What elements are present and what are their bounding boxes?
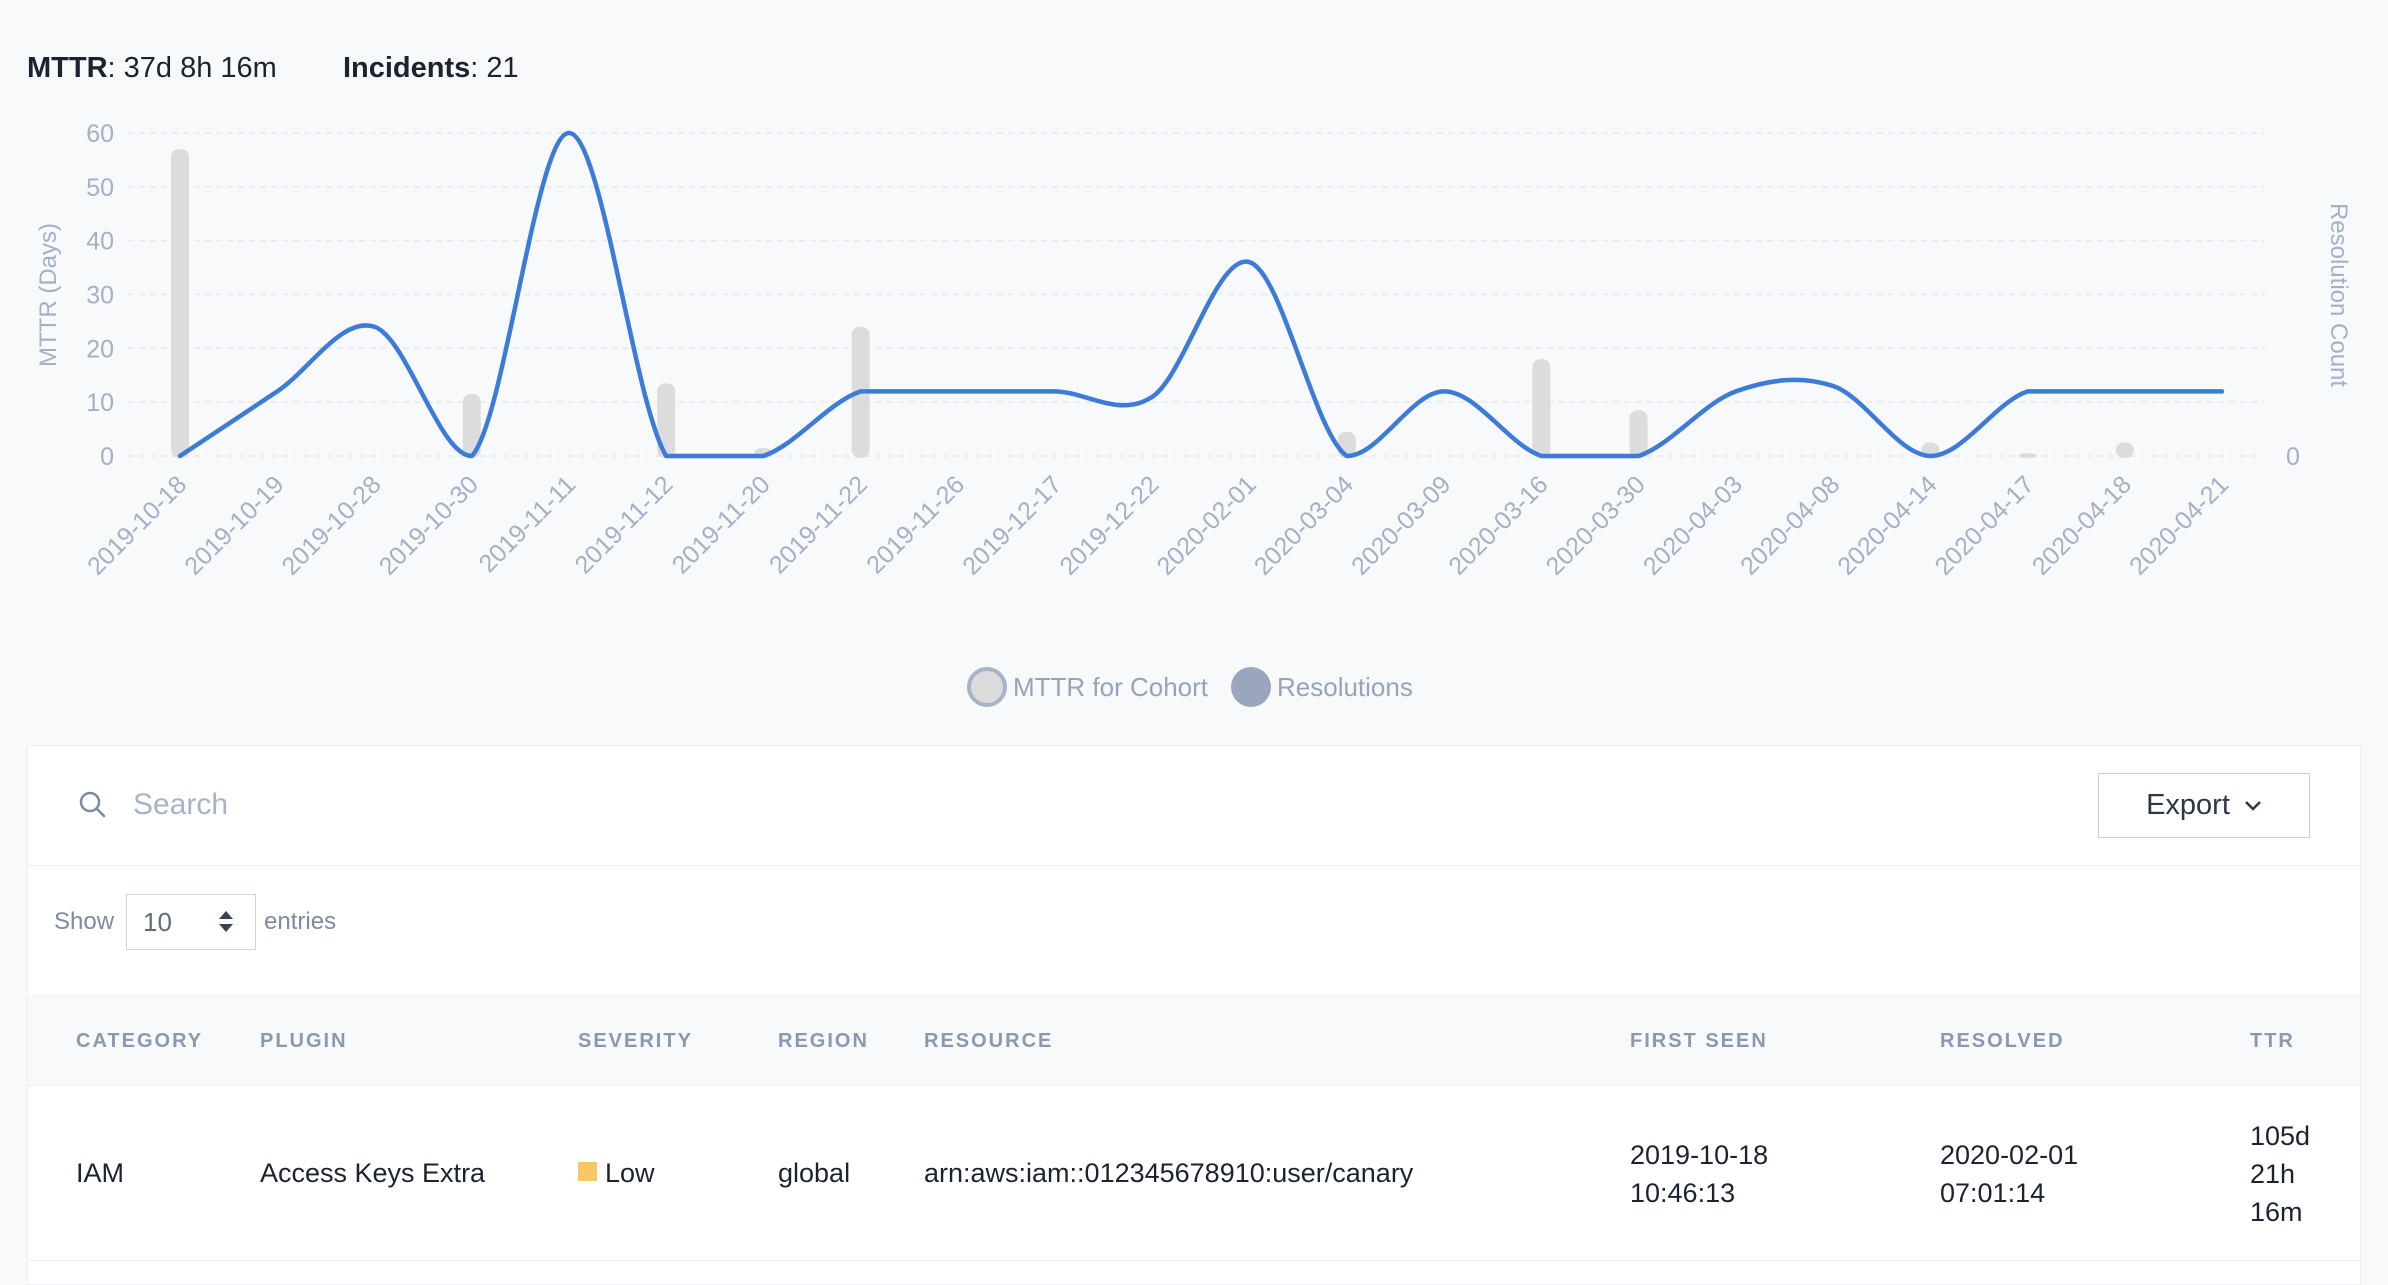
cell-first-seen: 2019-10-18 10:46:13 [1630,1136,1768,1212]
cell-resolved: 2020-02-01 07:01:14 [1940,1136,2078,1212]
summary-metrics: MTTR: 37d 8h 16m Incidents: 21 [27,52,519,85]
y-tick-label: 60 [86,120,114,148]
x-tick-label: 2020-04-17 [1930,470,2040,580]
column-header-first-seen[interactable]: FIRST SEEN [1630,1030,1768,1052]
show-label: Show [54,908,115,935]
x-tick-label: 2020-03-04 [1249,470,1359,580]
first-seen-time: 10:46:13 [1630,1178,1736,1208]
x-tick-label: 2019-12-22 [1054,470,1164,580]
first-seen-date: 2019-10-18 [1630,1140,1769,1170]
severity-label: Low [605,1158,655,1188]
x-tick-label: 2019-10-30 [374,470,484,580]
incidents-value: : 21 [470,52,519,84]
column-header-plugin[interactable]: PLUGIN [260,1030,348,1052]
column-header-resolved[interactable]: RESOLVED [1940,1030,2065,1052]
y-tick-label: 20 [86,335,114,363]
x-tick-label: 2020-04-14 [1832,470,1942,580]
x-tick-label: 2019-11-11 [474,470,582,578]
cell-plugin: Access Keys Extra [260,1158,486,1188]
y-tick-label: 30 [86,282,114,310]
y-tick-label: 50 [86,174,114,202]
search-input[interactable] [131,780,1031,830]
resolution-bar [657,383,676,458]
x-tick-label: 2019-11-22 [764,470,873,579]
y-axis-title: MTTR (Days) [35,223,62,367]
mttr-label: MTTR [27,52,108,84]
table-row[interactable]: IAM Access Keys Extra Low global arn:aws… [28,1086,2360,1261]
cell-severity: Low [578,1154,655,1192]
resolution-bar [2018,453,2037,458]
ttr-minutes: 16m [2250,1197,2303,1227]
ttr-hours: 21h [2250,1159,2296,1189]
y2-tick-label: 0 [2286,443,2300,471]
y-tick-label: 10 [86,389,114,417]
x-tick-label: 2019-10-18 [82,470,192,580]
mttr-value: : 37d 8h 16m [107,52,277,84]
x-tick-label: 2020-03-09 [1346,470,1456,580]
mttr-line [177,130,2225,459]
search-icon [79,791,106,818]
column-header-category[interactable]: CATEGORY [76,1030,204,1052]
cell-region: global [778,1158,851,1188]
chevron-down-icon [2245,800,2261,811]
column-header-ttr[interactable]: TTR [2250,1030,2295,1052]
x-tick-label: 2019-11-20 [667,470,776,579]
y-tick-label: 0 [100,443,114,471]
column-header-region[interactable]: REGION [778,1030,869,1052]
x-tick-label: 2019-12-17 [957,470,1067,580]
entries-select-value: 10 [143,906,172,937]
entries-control: Show 10 entries [54,894,336,950]
column-header-resource[interactable]: RESOURCE [924,1030,1054,1052]
y-tick-label: 40 [86,228,114,256]
x-tick-label: 2019-10-19 [179,470,289,580]
cell-resource: arn:aws:iam::012345678910:user/canary [924,1158,1414,1188]
table-header: CATEGORY PLUGIN SEVERITY REGION RESOURCE… [28,994,2360,1086]
resolution-bar [1629,410,1648,458]
incidents-label: Incidents [342,52,471,84]
incidents-panel: Export Show 10 entries CATEGORY PLUGIN S… [27,745,2361,1285]
x-tick-label: 2020-03-30 [1541,470,1651,580]
legend-label-mttr: MTTR for Cohort [1013,672,1209,702]
cell-ttr: 105d 21h 16m [2250,1117,2310,1231]
resolution-bar [462,394,481,458]
x-tick-label: 2019-10-28 [276,470,386,580]
x-tick-label: 2020-02-01 [1152,470,1262,580]
column-header-severity[interactable]: SEVERITY [578,1030,693,1052]
sort-arrows-icon [219,911,234,932]
legend-swatch-mttr [967,667,1007,707]
x-tick-label: 2019-11-26 [861,470,970,579]
resolved-date: 2020-02-01 [1940,1140,2079,1170]
x-tick-label: 2020-04-18 [2027,470,2137,580]
entries-label: entries [264,908,337,935]
search-bar: Export [28,746,2360,866]
severity-indicator [578,1162,597,1181]
x-tick-label: 2020-04-08 [1735,470,1845,580]
x-tick-label: 2019-11-12 [570,470,679,579]
legend-label-resolutions: Resolutions [1277,672,1413,702]
resolved-time: 07:01:14 [1940,1178,2046,1208]
legend-swatch-resolutions [1231,667,1271,707]
resolution-bar [1532,359,1551,458]
x-tick-label: 2020-04-03 [1638,470,1748,580]
mttr-chart: 0 10 20 30 40 50 60 MTTR (Days) Resolution Count… [35,120,2352,707]
resolution-bar [171,149,189,458]
resolution-bar [2115,442,2134,458]
ttr-days: 105d [2250,1121,2311,1151]
x-tick-label: 2020-04-21 [2124,470,2234,580]
export-label: Export [2146,789,2230,821]
export-button[interactable]: Export [2098,773,2310,838]
y2-axis-title: Resolution Count [2325,203,2352,387]
cell-category: IAM [76,1158,125,1188]
entries-select[interactable]: 10 [126,894,257,950]
x-tick-label: 2020-03-16 [1443,470,1553,580]
